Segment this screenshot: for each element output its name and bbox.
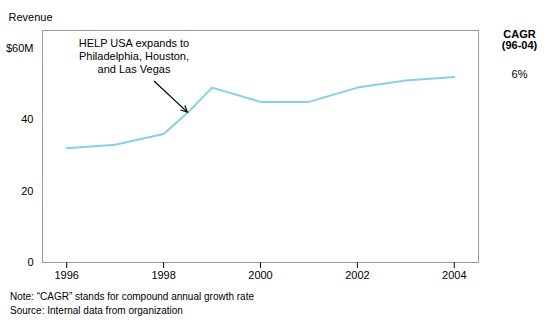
html-text:Source: Internal data from org: Source: Internal data from organization bbox=[10, 305, 183, 316]
svg-text:2004: 2004 bbox=[442, 269, 466, 281]
svg-text:HELP USA expands toPhiladelphi: HELP USA expands toPhiladelphia, Houston… bbox=[79, 37, 189, 75]
svg-text:0: 0 bbox=[27, 256, 33, 268]
svg-text:20: 20 bbox=[21, 185, 33, 197]
svg-text:1996: 1996 bbox=[54, 269, 78, 281]
svg-text:2002: 2002 bbox=[345, 269, 369, 281]
svg-text:6%: 6% bbox=[512, 68, 528, 80]
svg-text:Revenue: Revenue bbox=[9, 11, 53, 23]
svg-text:2000: 2000 bbox=[248, 269, 272, 281]
html-text:Note: “CAGR” stands for compou: Note: “CAGR” stands for compound annual … bbox=[10, 291, 254, 302]
svg-text:1998: 1998 bbox=[151, 269, 175, 281]
svg-text:CAGR(96-04): CAGR(96-04) bbox=[502, 28, 538, 51]
svg-text:$60M: $60M bbox=[6, 42, 34, 54]
svg-text:40: 40 bbox=[21, 113, 33, 125]
